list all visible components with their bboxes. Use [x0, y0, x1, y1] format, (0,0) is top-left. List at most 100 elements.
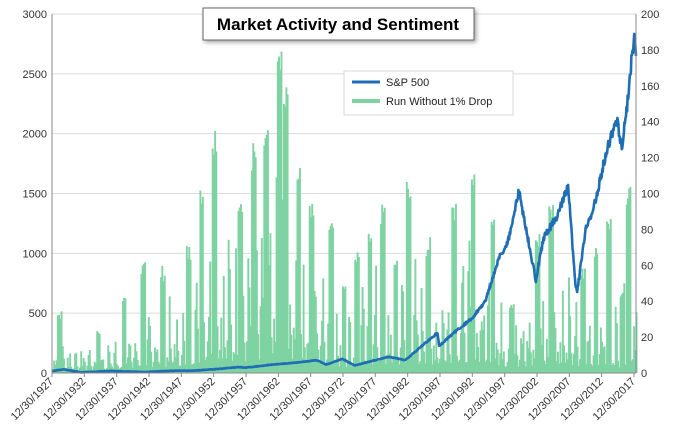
run-bar	[607, 223, 610, 373]
run-bar	[418, 363, 421, 373]
run-bar	[579, 359, 581, 373]
run-bar	[416, 334, 419, 373]
run-bar	[480, 321, 483, 373]
run-bar	[198, 362, 201, 373]
run-bar	[300, 334, 303, 373]
run-bar	[76, 366, 79, 373]
run-bar	[324, 363, 327, 373]
run-bar	[628, 188, 631, 373]
run-bar	[90, 365, 92, 373]
run-bar	[518, 359, 521, 373]
run-bar	[405, 182, 408, 373]
run-bar	[308, 206, 311, 373]
run-bar	[510, 305, 513, 373]
run-bar	[330, 223, 333, 373]
chart-title-box: Market Activity and Sentiment	[202, 7, 475, 41]
run-bar	[387, 315, 390, 373]
run-bar	[532, 349, 535, 373]
run-bar	[370, 238, 373, 373]
run-bar	[635, 311, 638, 373]
run-bar	[189, 259, 192, 373]
run-bar	[544, 363, 547, 373]
run-bar	[432, 345, 435, 373]
run-bar	[633, 326, 636, 373]
run-bar	[391, 362, 394, 373]
run-bar	[341, 286, 344, 373]
run-bar	[618, 367, 621, 373]
run-bar	[343, 288, 346, 373]
run-bar	[511, 307, 514, 373]
run-bar	[194, 309, 197, 373]
chart-title: Market Activity and Sentiment	[217, 15, 459, 34]
run-bar	[354, 259, 357, 373]
run-bar	[318, 362, 321, 373]
run-bar	[125, 363, 128, 373]
right-tick-label: 200	[641, 9, 659, 21]
run-bar	[323, 341, 326, 373]
run-bar	[501, 359, 504, 373]
run-bar	[58, 314, 61, 373]
run-bar	[302, 264, 305, 373]
run-bar	[306, 343, 309, 373]
right-tick-label: 80	[641, 224, 653, 236]
run-bar	[498, 365, 500, 373]
run-bar	[196, 328, 199, 373]
run-bar	[538, 234, 541, 373]
run-bar	[247, 258, 250, 373]
run-bar	[588, 325, 591, 373]
run-bar	[264, 138, 267, 373]
run-bar	[384, 363, 387, 373]
run-bar	[173, 344, 176, 373]
run-bar	[536, 241, 538, 373]
run-bar	[350, 366, 353, 373]
run-bar	[160, 277, 163, 373]
run-bar	[107, 345, 110, 373]
run-bar	[563, 345, 566, 373]
run-bar	[61, 346, 64, 373]
run-bar	[606, 221, 609, 373]
run-bar	[220, 317, 223, 373]
run-bar	[168, 296, 171, 373]
run-bar	[434, 360, 437, 373]
run-bar	[239, 204, 242, 373]
run-bar	[592, 355, 595, 373]
run-bar	[500, 302, 503, 373]
left-tick-label: 3000	[23, 9, 47, 21]
run-bar	[361, 287, 364, 373]
run-bar	[568, 277, 570, 373]
run-bar	[552, 204, 554, 373]
run-bar	[458, 359, 461, 373]
run-bar	[55, 360, 58, 373]
run-bar	[340, 360, 343, 373]
run-bar	[488, 283, 491, 373]
run-bar	[219, 349, 221, 373]
run-bar	[437, 363, 440, 373]
run-bar	[446, 329, 449, 373]
run-bar	[334, 359, 337, 373]
run-bar	[333, 363, 336, 373]
run-bar	[484, 361, 487, 373]
run-bar	[263, 145, 266, 373]
run-bar	[426, 249, 429, 373]
run-bar	[93, 361, 96, 373]
run-bar	[241, 211, 244, 373]
run-bar	[290, 334, 293, 373]
run-bar	[515, 325, 518, 373]
run-bar	[486, 305, 489, 373]
run-bar	[474, 359, 477, 373]
run-bar	[149, 325, 151, 373]
run-bar	[327, 323, 330, 373]
run-bar	[419, 361, 422, 373]
run-bar	[316, 333, 319, 373]
run-bar	[216, 326, 219, 373]
run-bar	[397, 356, 400, 373]
run-bar	[187, 258, 190, 373]
run-bar	[307, 342, 310, 373]
run-bar	[243, 342, 246, 373]
run-bar	[539, 328, 542, 373]
run-bar	[215, 151, 218, 373]
run-bar	[204, 360, 207, 373]
run-bar	[368, 241, 371, 373]
run-bar	[366, 326, 369, 373]
run-bar	[442, 322, 445, 373]
